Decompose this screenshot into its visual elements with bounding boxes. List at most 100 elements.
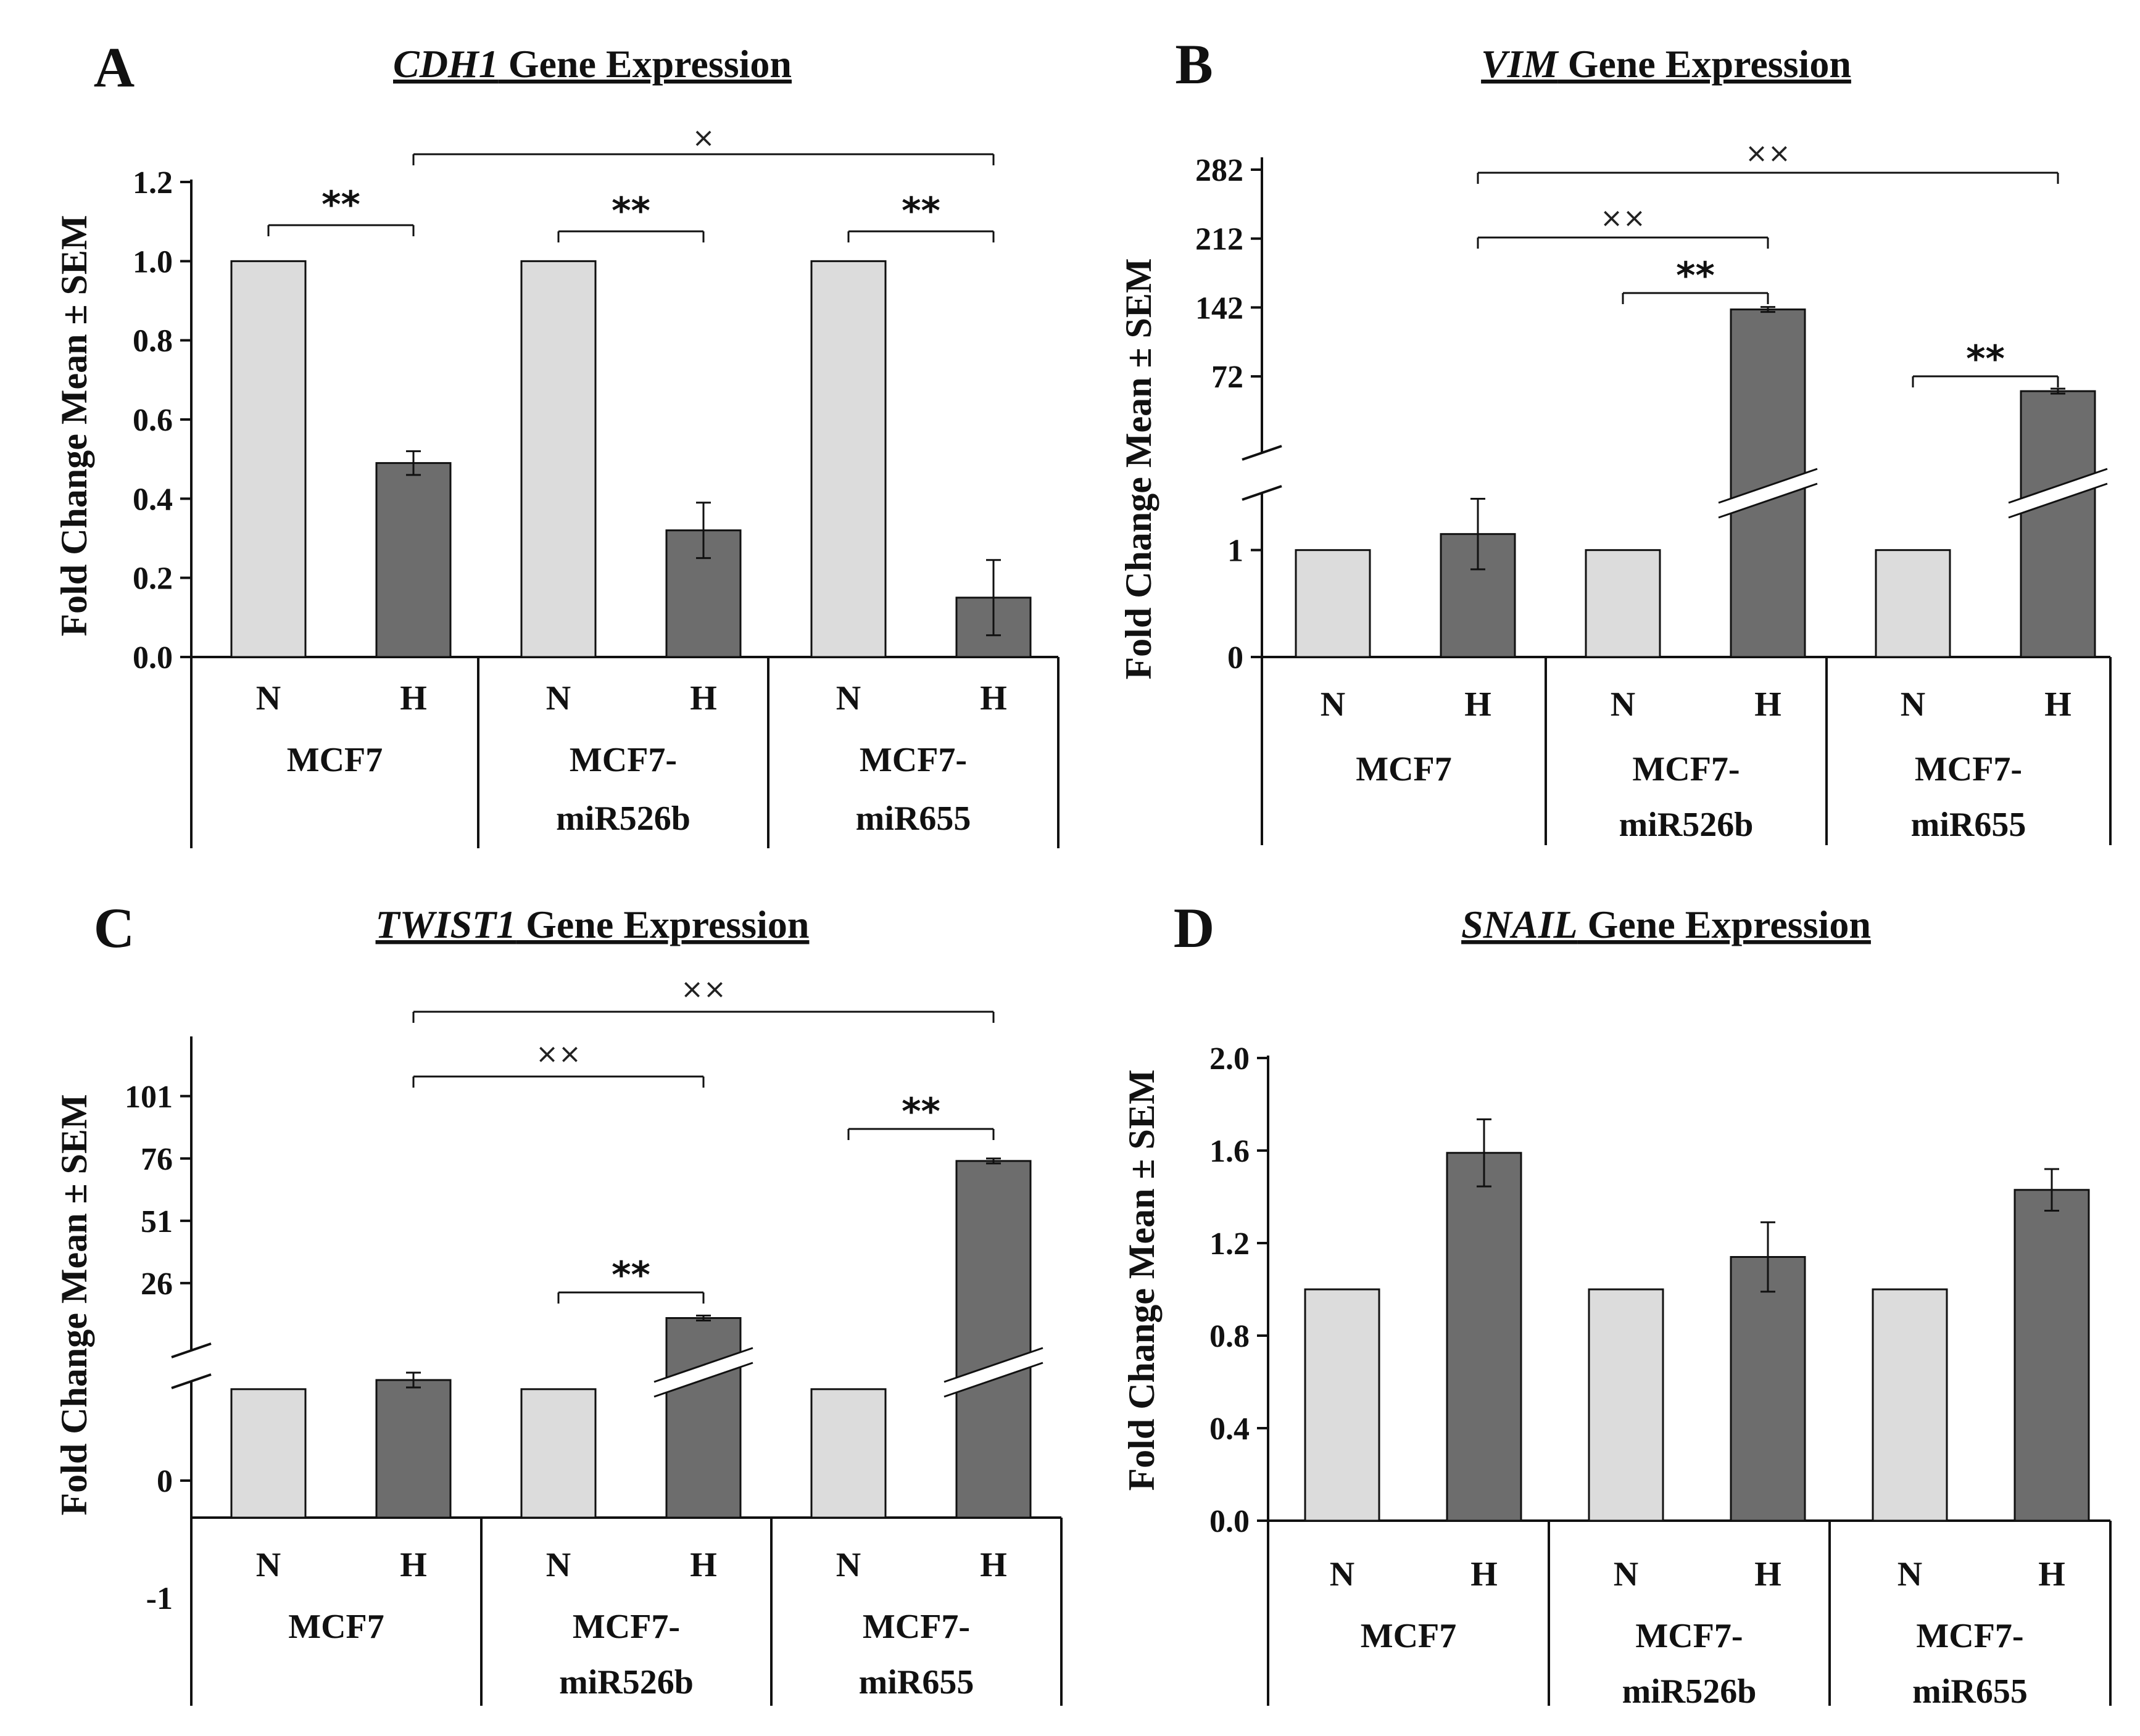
condition-label: N [256,679,281,717]
y-tick-label: 282 [1195,153,1243,188]
condition-label: N [836,1546,861,1584]
panel-letter: D [1174,896,1214,959]
group-label: miR655 [1912,1672,2028,1711]
chart-title-rest: Gene Expression [516,903,809,946]
bar-hypoxia [375,1379,452,1519]
chart-title-gene: TWIST1 [376,903,516,946]
panel-c: C TWIST1 Gene Expression Fold Change Mean … [54,896,1063,1706]
bar-hypoxia [2014,1189,2090,1522]
condition-label: N [1897,1555,1922,1593]
bar-hypoxia [375,462,452,658]
significance-label: ** [902,189,940,233]
bar-break-gap [1719,469,1817,518]
group-label: MCF7 [1356,750,1452,788]
bar-normoxia [520,1388,597,1519]
panel-b: B VIM Gene Expression Fold Change Mean ± S… [1118,33,2112,845]
significance-label: ** [1966,337,2005,381]
condition-label: N [256,1546,281,1584]
y-tick-label: 1.2 [1209,1226,1250,1262]
significance-bracket: ** [557,1254,705,1304]
significance-label: ** [902,1090,940,1133]
condition-label: H [1754,685,1781,724]
panel-letter: C [94,896,135,959]
bar-normoxia [1875,549,1951,658]
group-label: MCF7- [1632,750,1740,788]
condition-label: N [546,679,571,717]
significance-label: ×× [681,973,726,1005]
chart-title: VIM Gene Expression [1481,42,1851,86]
panel-a: A CDH1 Gene Expression Fold Change Mean ± … [54,36,1060,848]
y-tick-label: 0.2 [133,561,173,597]
group-label: miR526b [1622,1672,1757,1711]
bar-normoxia [1588,1288,1664,1522]
y-tick-label: 1.2 [133,165,173,200]
condition-label: H [980,1546,1007,1584]
group-label: miR526b [1619,806,1754,844]
axis-break-mark [171,1342,212,1358]
y-tick-label: 1 [1227,534,1243,569]
group-label: MCF7 [1361,1617,1457,1655]
significance-bracket: ** [1622,254,1769,304]
bar-break-line [2008,468,2108,504]
bar-hypoxia [1446,1152,1522,1522]
condition-label: H [1754,1555,1781,1593]
y-tick-label: 1.6 [1209,1134,1250,1169]
axis-break-mark [1242,445,1282,461]
y-axis-label: Fold Change Mean ± SEM [1121,1070,1162,1491]
significance-label: ×× [1745,138,1791,169]
y-tick-label: 0 [157,1464,173,1499]
condition-label: H [1464,685,1491,724]
bar-break-line [1718,468,1818,504]
group-label: miR655 [859,1663,974,1701]
chart-title-rest: Gene Expression [499,42,792,86]
significance-bracket: ×× [1477,202,1769,249]
significance-label: ** [321,183,360,226]
condition-label: N [836,679,861,717]
axis-break-mark [1242,485,1282,501]
chart-title-rest: Gene Expression [1578,903,1871,946]
axis-break-mark [171,1373,212,1389]
y-tick-label: 0.8 [1209,1319,1250,1354]
chart-title-rest: Gene Expression [1558,42,1851,86]
bar-hypoxia [955,1160,1032,1519]
chart-title-gene: SNAIL [1461,903,1578,946]
condition-label: H [690,679,717,717]
bar-normoxia [1304,1288,1380,1522]
group-label: MCF7- [1635,1617,1743,1655]
chart-title: TWIST1 Gene Expression [376,903,810,946]
bar-hypoxia [2020,390,2096,658]
significance-label: ** [1676,254,1715,297]
y-tick-label: 1.0 [133,244,173,279]
y-tick-label: 0.8 [133,324,173,359]
y-tick-label: 0.4 [1209,1412,1250,1447]
y-axis-label: Fold Change Mean ± SEM [1118,258,1159,680]
panel-letter: A [94,36,135,99]
group-label: MCF7- [1915,750,2022,788]
bar-break-line [653,1362,753,1398]
bar-normoxia [230,1388,307,1519]
group-label: miR655 [1911,806,2026,844]
y-tick-label: -1 [146,1581,173,1616]
group-label: miR526b [556,800,691,838]
condition-label: N [1321,685,1345,724]
panel-letter: B [1175,33,1213,96]
bar-hypoxia [1730,308,1806,658]
y-axis-label: Fold Change Mean ± SEM [54,215,94,637]
bar-break-line [1718,482,1818,519]
bar-normoxia [1295,549,1371,658]
bar-normoxia [810,1388,887,1519]
bar-normoxia [810,260,887,658]
bar-break-line [944,1362,1043,1398]
y-tick-label: 0 [1227,640,1243,676]
condition-label: H [400,679,427,717]
y-tick-label: 26 [141,1267,173,1302]
bar-hypoxia [665,529,742,658]
condition-label: N [1901,685,1925,724]
y-tick-label: 72 [1211,360,1243,395]
significance-bracket: ** [1912,337,2059,387]
group-label: miR526b [559,1663,694,1701]
y-tick-label: 212 [1195,222,1243,257]
group-label: MCF7- [1916,1617,2023,1655]
condition-label: H [690,1546,717,1584]
